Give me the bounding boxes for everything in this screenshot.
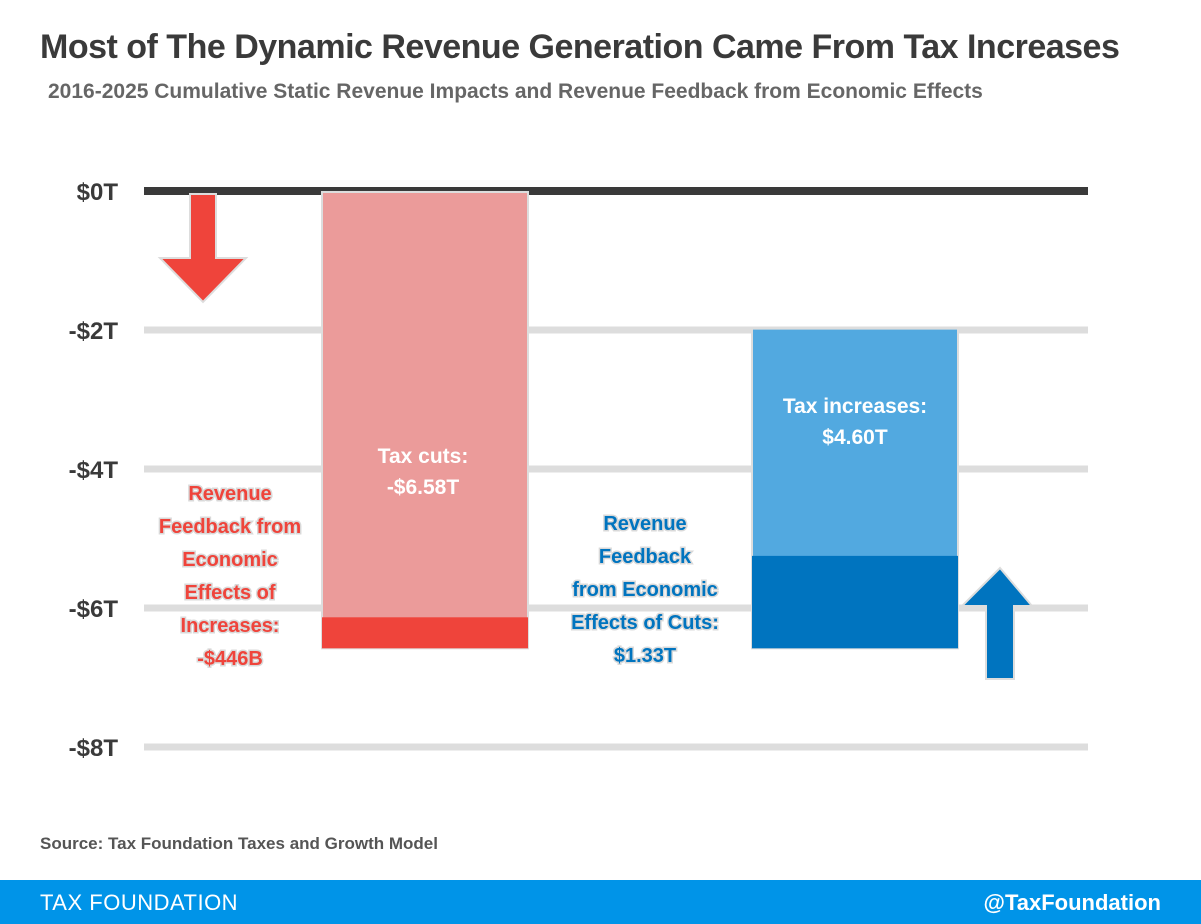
bar-tax-cuts xyxy=(321,191,529,650)
y-tick-label: -$6T xyxy=(69,596,119,623)
waterfall-chart: $0T -$2T -$4T -$6T -$8T Tax cuts: -$6.58T Tax i… xyxy=(69,179,1088,762)
y-tick-label: -$4T xyxy=(69,457,119,484)
annotation-cuts-feedback: Revenue xyxy=(188,483,271,505)
annotation-increases-feedback: Feedback xyxy=(599,546,692,568)
down-arrow-icon xyxy=(157,193,249,304)
bar-label-tax-cuts: Tax cuts: xyxy=(378,445,469,468)
up-arrow-icon xyxy=(959,566,1035,680)
bar-label-tax-increases: Tax increases: xyxy=(783,395,927,418)
annotation-increases-feedback: $1.33T xyxy=(614,645,676,667)
annotation-cuts-feedback: -$446B xyxy=(197,648,263,670)
footer-bar: TAX FOUNDATION @TaxFoundation xyxy=(0,880,1201,924)
annotation-cuts-feedback: Increases: xyxy=(181,615,280,637)
bar-segment-cuts-feedback xyxy=(322,617,528,649)
bar-label-tax-cuts: -$6.58T xyxy=(387,476,460,499)
annotation-increases-feedback: from Economic xyxy=(572,579,718,601)
bar-segment-increases-feedback xyxy=(752,555,958,649)
footer-brand[interactable]: TAX FOUNDATION xyxy=(40,890,239,915)
annotation-cuts-feedback: Feedback from xyxy=(159,516,301,538)
y-tick-label: -$2T xyxy=(69,318,119,345)
annotation-cuts-feedback: Effects of xyxy=(184,582,275,604)
annotation-increases-feedback: Effects of Cuts: xyxy=(571,612,719,634)
y-tick-label: -$8T xyxy=(69,735,119,762)
source-note: Source: Tax Foundation Taxes and Growth … xyxy=(40,834,438,853)
chart-subtitle: 2016-2025 Cumulative Static Revenue Impa… xyxy=(48,80,983,103)
footer-handle[interactable]: @TaxFoundation xyxy=(983,890,1161,915)
annotation-cuts-feedback: Economic xyxy=(182,549,278,571)
y-tick-label: $0T xyxy=(77,179,119,206)
chart-title: Most of The Dynamic Revenue Generation C… xyxy=(40,28,1120,66)
annotation-increases-feedback: Revenue xyxy=(603,513,686,535)
bar-label-tax-increases: $4.60T xyxy=(822,426,888,449)
